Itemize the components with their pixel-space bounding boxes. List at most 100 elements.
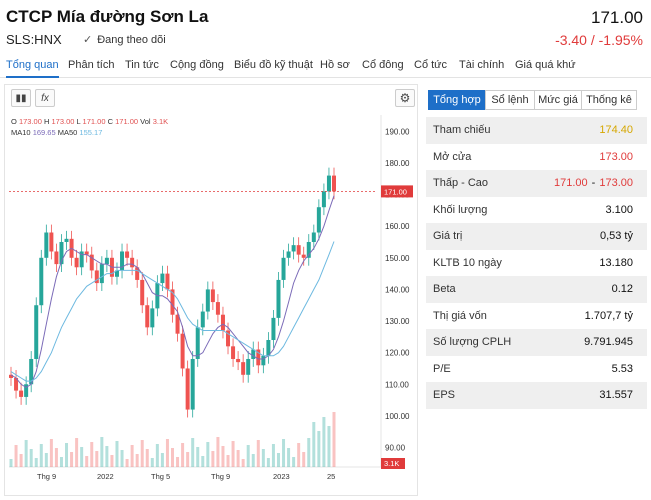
follow-toggle[interactable]: ✓ Đang theo dõi xyxy=(83,33,166,47)
volume-bar xyxy=(110,455,114,467)
tab-overview[interactable]: Tổng quan xyxy=(6,59,59,78)
volume-bar xyxy=(115,441,119,467)
tab-price-history[interactable]: Giá quá khứ xyxy=(515,59,576,71)
tab-statistics[interactable]: Thống kê xyxy=(581,90,637,110)
stock-header: CTCP Mía đường Sơn La 171.00 SLS:HNX ✓ Đ… xyxy=(0,0,651,56)
tab-dividends[interactable]: Cổ tức xyxy=(414,59,448,71)
volume-bar xyxy=(206,442,210,467)
candle-body xyxy=(150,308,155,328)
volume-bar xyxy=(332,412,336,467)
candle-body xyxy=(29,358,34,385)
volume-bar xyxy=(171,448,174,467)
volume-bar xyxy=(95,451,99,467)
ohlc-readout: O 173.00 H 173.00 L 171.00 C 171.00 Vol … xyxy=(11,117,169,126)
table-row: KLTB 10 ngày 13.180 xyxy=(433,256,633,269)
table-row: Giá trị 0,53 tỷ xyxy=(426,223,647,250)
volume-bar xyxy=(160,453,164,467)
candle-body xyxy=(256,349,261,366)
tab-order-book[interactable]: Sổ lệnh xyxy=(485,90,535,110)
indicator-fx-icon[interactable]: fx xyxy=(35,89,55,107)
volume-bar xyxy=(34,458,38,467)
volume-bar xyxy=(276,453,280,467)
x-tick-label: 2022 xyxy=(97,472,114,481)
volume-bar xyxy=(261,449,265,467)
current-price: 171.00 xyxy=(591,8,643,27)
candle-body xyxy=(19,390,24,397)
volume-bar xyxy=(322,417,326,467)
volume-bar xyxy=(24,440,28,467)
candle-body xyxy=(231,346,236,359)
summary-tabs: Tổng hợp Sổ lệnh Mức giá Thống kê xyxy=(428,90,637,110)
tab-community[interactable]: Cộng đồng xyxy=(170,59,224,71)
x-tick-label: 25 xyxy=(327,472,335,481)
tab-technical-chart[interactable]: Biểu đồ kỹ thuật xyxy=(234,59,313,71)
price-chart-panel: 190.00180.00170.00160.00150.00140.00130.… xyxy=(4,84,418,496)
x-tick-label: Thg 9 xyxy=(37,472,56,481)
volume-bar xyxy=(75,438,79,467)
ticker-symbol: SLS:HNX xyxy=(6,32,62,47)
volume-bar xyxy=(221,446,225,467)
tab-news[interactable]: Tin tức xyxy=(125,59,159,71)
candlestick-icon[interactable]: ▮▮ xyxy=(11,89,31,107)
candle-body xyxy=(145,305,150,328)
table-row: Khối lượng 3.100 xyxy=(433,203,633,216)
y-tick-label: 100.00 xyxy=(385,412,410,421)
price-chart[interactable]: 190.00180.00170.00160.00150.00140.00130.… xyxy=(5,85,417,495)
volume-bar xyxy=(120,450,124,467)
tab-price-levels[interactable]: Mức giá xyxy=(534,90,582,110)
table-row: P/E 5.53 xyxy=(433,362,633,375)
volume-bar xyxy=(90,442,94,467)
candle-body xyxy=(311,232,316,242)
gear-icon[interactable]: ⚙ xyxy=(395,89,415,107)
check-icon: ✓ xyxy=(83,34,93,46)
main-tabs: Tổng quan Phân tích Tin tức Cộng đồng Bi… xyxy=(0,56,651,78)
candle-body xyxy=(326,175,331,192)
volume-bar xyxy=(155,444,159,467)
volume-bar xyxy=(39,444,43,467)
candle-body xyxy=(236,358,241,363)
volume-bar xyxy=(327,426,331,467)
ma10-line xyxy=(10,195,335,388)
table-row: Số lượng CPLH 9.791.945 xyxy=(426,329,647,356)
candle-body xyxy=(165,273,170,290)
tab-financials[interactable]: Tài chính xyxy=(459,59,505,71)
candle-body xyxy=(220,314,225,331)
candle-body xyxy=(195,327,200,359)
candle-body xyxy=(120,251,125,271)
volume-bar xyxy=(14,445,18,467)
price-change: -3.40 / -1.95% xyxy=(555,32,643,48)
candle-body xyxy=(210,289,215,303)
candle-body xyxy=(34,305,39,359)
volume-bar xyxy=(256,440,260,467)
candle-body xyxy=(94,270,99,284)
tab-profile[interactable]: Hồ sơ xyxy=(320,59,350,71)
volume-bar xyxy=(125,459,129,467)
candle-body xyxy=(185,368,190,410)
candle-body xyxy=(125,251,130,258)
candle-body xyxy=(301,254,306,258)
table-row: Mở cửa 173.00 xyxy=(433,150,633,163)
candle-body xyxy=(84,251,89,255)
volume-bar xyxy=(297,443,301,467)
volume-bar xyxy=(292,457,296,467)
candle-body xyxy=(251,349,256,359)
volume-bar xyxy=(302,452,306,467)
candle-body xyxy=(276,279,281,318)
volume-bar xyxy=(201,456,205,467)
candle-body xyxy=(79,251,84,268)
candle-body xyxy=(266,340,271,356)
tab-summary[interactable]: Tổng hợp xyxy=(428,90,486,110)
candle-body xyxy=(54,251,59,265)
candle-body xyxy=(281,257,286,280)
tab-analysis[interactable]: Phân tích xyxy=(68,59,115,71)
volume-bar xyxy=(176,457,180,467)
volume-bar xyxy=(282,439,286,467)
table-row: Tham chiếu 174.40 xyxy=(426,117,647,144)
candle-body xyxy=(321,191,326,208)
candle-body xyxy=(99,264,104,284)
x-tick-label: Thg 9 xyxy=(211,472,230,481)
candle-body xyxy=(14,377,19,391)
candle-body xyxy=(9,374,13,378)
tab-shareholders[interactable]: Cổ đông xyxy=(362,59,404,71)
candle-body xyxy=(205,289,210,312)
